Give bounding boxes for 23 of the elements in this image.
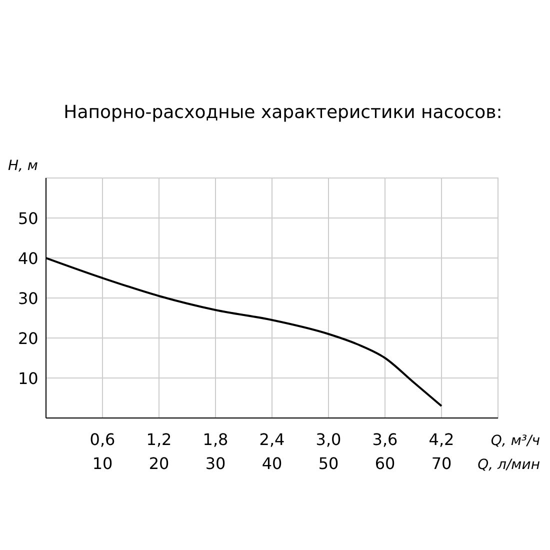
x-tick-label: 4,2: [428, 430, 454, 449]
chart-title: Напорно-расходные характеристики насосов:: [64, 102, 502, 123]
x-tick-label: 1,8: [202, 430, 228, 449]
x2-tick-label: 10: [92, 454, 113, 473]
x-tick-label: 3,6: [372, 430, 398, 449]
x2-tick-label: 50: [318, 454, 339, 473]
x2-axis-title: Q, л/мин: [478, 457, 540, 473]
x2-tick-label: 20: [148, 454, 170, 473]
x2-tick-label: 70: [431, 454, 452, 473]
y-tick-label: 40: [18, 249, 38, 268]
x2-tick-label: 60: [374, 454, 396, 473]
x-axis-title: Q, м³/ч: [490, 433, 540, 449]
y-tick-label: 10: [18, 369, 38, 388]
y-axis-title: H, м: [8, 158, 38, 174]
x-tick-label: 1,2: [146, 430, 172, 449]
x2-tick-label: 30: [205, 454, 226, 473]
y-tick-label: 30: [18, 289, 38, 308]
y-tick-label: 50: [18, 209, 38, 228]
y-tick-label: 20: [18, 329, 38, 348]
x2-tick-label: 40: [262, 454, 282, 473]
x-tick-label: 2,4: [259, 430, 285, 449]
x-tick-label: 0,6: [90, 430, 116, 449]
x-tick-label: 3,0: [316, 430, 342, 449]
